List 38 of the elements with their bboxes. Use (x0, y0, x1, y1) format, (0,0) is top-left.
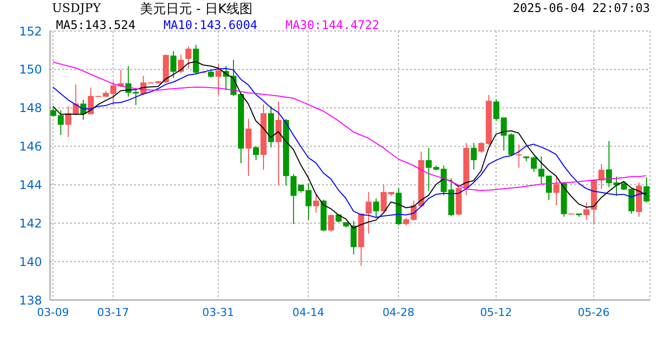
candlestick (598, 163, 604, 190)
candlestick (185, 46, 192, 69)
candlestick (253, 146, 260, 161)
x-tick-label: 03-17 (97, 306, 130, 319)
candlestick (313, 194, 320, 214)
y-tick-label: 152 (19, 24, 42, 38)
text: MA30:144.4722 (285, 18, 380, 32)
candlestick (276, 101, 282, 186)
candlestick (245, 118, 252, 177)
y-tick-label: 140 (19, 254, 42, 269)
candlestick (170, 50, 176, 79)
candlestick (215, 64, 222, 96)
candlestick (643, 176, 650, 203)
candlestick (583, 202, 590, 220)
chart-subtitle: USDJPY (52, 1, 101, 15)
candlestick (373, 198, 380, 218)
candlestick (58, 110, 64, 136)
x-tick-label: 03-31 (202, 306, 234, 319)
text: 2025-06-04 22:07:03 (512, 1, 650, 15)
candlestick (516, 144, 522, 168)
y-tick-label: 142 (19, 216, 42, 230)
y-tick-label: 138 (19, 293, 42, 308)
x-tick-label: 05-12 (480, 306, 512, 319)
y-tick-label: 150 (19, 62, 42, 77)
y-tick-label: 144 (19, 178, 42, 192)
candlestick (553, 177, 560, 206)
x-tick-label: 04-28 (382, 306, 414, 319)
y-tick-label: 146 (19, 140, 42, 154)
y-tick-label: 148 (19, 101, 42, 116)
x-tick-label: 05-26 (578, 306, 610, 319)
candlestick (366, 192, 372, 234)
x-tick-label: 04-14 (292, 306, 324, 319)
candlestick (470, 142, 477, 170)
x-tick-label: 03-09 (37, 306, 69, 319)
text: MA10:143.6004 (163, 18, 258, 32)
candlestick (328, 214, 334, 232)
chart-title: 美元日元 - 日K线图 (140, 1, 252, 18)
text: MA5:143.524 (56, 18, 136, 32)
